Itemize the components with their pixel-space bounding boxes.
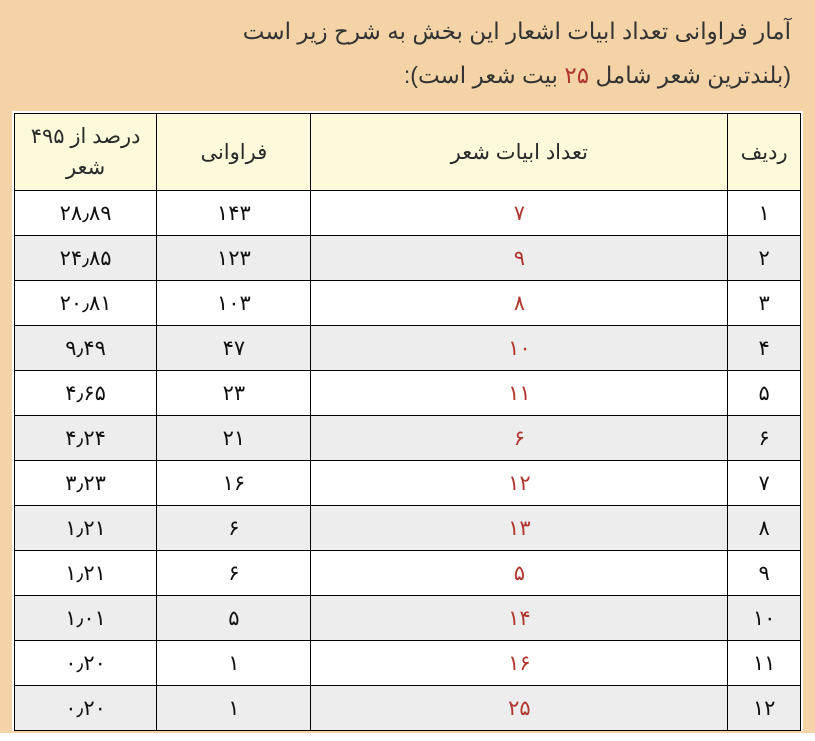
cell-verses-link[interactable]: ۱۲	[311, 461, 728, 506]
cell-row-number: ۱	[728, 191, 801, 236]
cell-percent: ۰٫۲۰	[15, 686, 157, 731]
table-row: ۳۸۱۰۳۲۰٫۸۱	[15, 281, 801, 326]
cell-percent: ۲۸٫۸۹	[15, 191, 157, 236]
table-row: ۵۱۱۲۳۴٫۶۵	[15, 371, 801, 416]
table-row: ۱۰۱۴۵۱٫۰۱	[15, 596, 801, 641]
cell-percent: ۱٫۲۱	[15, 551, 157, 596]
cell-verses-link[interactable]: ۱۴	[311, 596, 728, 641]
intro-highlight: ۲۵	[564, 62, 589, 88]
table-row: ۲۹۱۲۳۲۴٫۸۵	[15, 236, 801, 281]
cell-frequency: ۱۶	[157, 461, 311, 506]
header-frequency: فراوانی	[157, 114, 311, 191]
table-row: ۴۱۰۴۷۹٫۴۹	[15, 326, 801, 371]
intro-text: آمار فراوانی تعداد ابیات اشعار این بخش ب…	[12, 10, 803, 111]
cell-row-number: ۵	[728, 371, 801, 416]
cell-frequency: ۱۲۳	[157, 236, 311, 281]
cell-frequency: ۵	[157, 596, 311, 641]
cell-verses-link[interactable]: ۹	[311, 236, 728, 281]
cell-row-number: ۹	[728, 551, 801, 596]
table-row: ۱۱۱۶۱۰٫۲۰	[15, 641, 801, 686]
cell-row-number: ۱۰	[728, 596, 801, 641]
cell-percent: ۹٫۴۹	[15, 326, 157, 371]
header-percent-line2: شعر	[66, 156, 105, 179]
table-container: ردیف تعداد ابیات شعر فراوانی درصد از ۴۹۵…	[12, 111, 803, 731]
cell-frequency: ۱۴۳	[157, 191, 311, 236]
cell-row-number: ۸	[728, 506, 801, 551]
table-row: ۹۵۶۱٫۲۱	[15, 551, 801, 596]
cell-verses-link[interactable]: ۵	[311, 551, 728, 596]
cell-frequency: ۱۰۳	[157, 281, 311, 326]
header-percent-line1: درصد از ۴۹۵	[31, 125, 141, 148]
cell-verses-link[interactable]: ۱۰	[311, 326, 728, 371]
table-row: ۶۶۲۱۴٫۲۴	[15, 416, 801, 461]
cell-verses-link[interactable]: ۱۶	[311, 641, 728, 686]
cell-frequency: ۶	[157, 551, 311, 596]
header-row-number: ردیف	[728, 114, 801, 191]
table-row: ۷۱۲۱۶۳٫۲۳	[15, 461, 801, 506]
header-percent: درصد از ۴۹۵ شعر	[15, 114, 157, 191]
cell-frequency: ۲۱	[157, 416, 311, 461]
cell-row-number: ۴	[728, 326, 801, 371]
cell-verses-link[interactable]: ۸	[311, 281, 728, 326]
cell-percent: ۰٫۲۰	[15, 641, 157, 686]
cell-row-number: ۶	[728, 416, 801, 461]
cell-percent: ۳٫۲۳	[15, 461, 157, 506]
page-wrap: آمار فراوانی تعداد ابیات اشعار این بخش ب…	[0, 0, 815, 733]
cell-percent: ۲۰٫۸۱	[15, 281, 157, 326]
verses-frequency-table: ردیف تعداد ابیات شعر فراوانی درصد از ۴۹۵…	[14, 113, 801, 731]
cell-frequency: ۲۳	[157, 371, 311, 416]
cell-row-number: ۳	[728, 281, 801, 326]
cell-frequency: ۱	[157, 641, 311, 686]
table-row: ۱۷۱۴۳۲۸٫۸۹	[15, 191, 801, 236]
intro-line2b: بیت شعر است):	[404, 62, 564, 88]
cell-percent: ۴٫۶۵	[15, 371, 157, 416]
table-header-row: ردیف تعداد ابیات شعر فراوانی درصد از ۴۹۵…	[15, 114, 801, 191]
intro-line1: آمار فراوانی تعداد ابیات اشعار این بخش ب…	[243, 18, 791, 44]
cell-frequency: ۱	[157, 686, 311, 731]
cell-percent: ۱٫۲۱	[15, 506, 157, 551]
cell-percent: ۲۴٫۸۵	[15, 236, 157, 281]
table-row: ۸۱۳۶۱٫۲۱	[15, 506, 801, 551]
cell-verses-link[interactable]: ۷	[311, 191, 728, 236]
table-row: ۱۲۲۵۱۰٫۲۰	[15, 686, 801, 731]
cell-verses-link[interactable]: ۱۱	[311, 371, 728, 416]
intro-line2a: (بلندترین شعر شامل	[589, 62, 791, 88]
header-verses: تعداد ابیات شعر	[311, 114, 728, 191]
cell-percent: ۱٫۰۱	[15, 596, 157, 641]
cell-verses-link[interactable]: ۶	[311, 416, 728, 461]
cell-row-number: ۲	[728, 236, 801, 281]
cell-row-number: ۱۲	[728, 686, 801, 731]
cell-frequency: ۴۷	[157, 326, 311, 371]
cell-row-number: ۱۱	[728, 641, 801, 686]
cell-frequency: ۶	[157, 506, 311, 551]
cell-row-number: ۷	[728, 461, 801, 506]
cell-verses-link[interactable]: ۱۳	[311, 506, 728, 551]
cell-verses-link[interactable]: ۲۵	[311, 686, 728, 731]
cell-percent: ۴٫۲۴	[15, 416, 157, 461]
